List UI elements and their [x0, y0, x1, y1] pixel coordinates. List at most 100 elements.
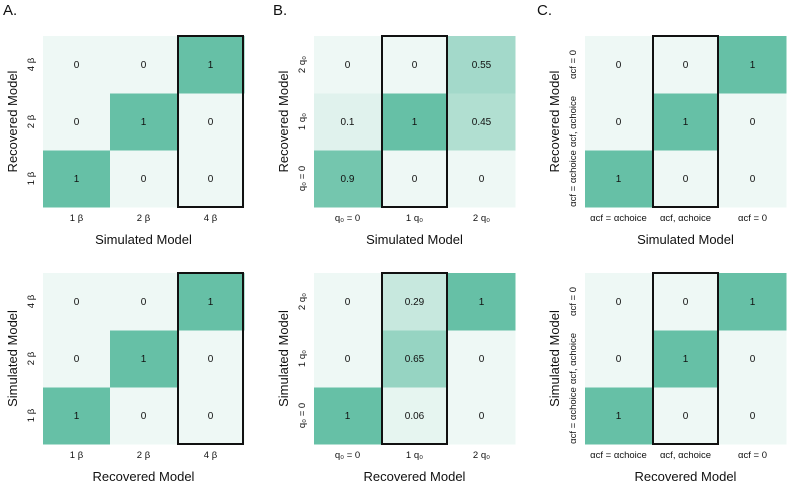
cell-value-label: 0	[683, 174, 689, 185]
cell-value-label: 0	[208, 354, 214, 365]
x-tick-label: 1 q₀	[406, 450, 423, 461]
heatmap-cell	[177, 330, 245, 388]
heatmap-cell	[448, 36, 516, 94]
cell-value-label: 1	[141, 354, 147, 365]
heatmap-cell	[585, 330, 653, 388]
x-tick-label: 4 β	[204, 213, 218, 224]
heatmap-B-bottom: 1 0.06 0 0 0.65 0 0 0.29 1 q₀ = 0 1 q₀ 2 q₀ q₀ = 0 1 …	[276, 272, 516, 484]
panel-letter-c: C.	[537, 2, 552, 19]
heatmap-cell	[585, 36, 653, 94]
highlight-column-box	[381, 35, 448, 208]
heatmap-cell	[585, 273, 653, 331]
cell-value-label: 0.1	[341, 117, 355, 128]
y-tick-label: 2 β	[26, 114, 37, 128]
y-tick-label: αcf, αchoice	[568, 96, 579, 147]
x-tick-label: 2 β	[137, 213, 151, 224]
x-axis-title: Simulated Model	[366, 232, 463, 247]
cell-value-label: 1	[479, 297, 485, 308]
cell-value-label: 0	[345, 297, 351, 308]
x-axis-title: Recovered Model	[364, 469, 466, 484]
heatmap-cell	[652, 330, 720, 388]
cell-value-label: 0	[479, 354, 485, 365]
heatmap-cell	[652, 36, 720, 94]
heatmap-cell	[110, 36, 178, 94]
x-tick-label: 1 β	[70, 450, 84, 461]
heatmap-A-bottom: 1 0 0 0 1 0 0 0 1 1 β 2 β 4 β 1 β 2 β 4 β Recovered Mod…	[5, 272, 245, 484]
heatmap-cell	[43, 273, 111, 331]
heatmap-B-top: 0.9 0 0 0.1 1 0.45 0 0 0.55 q₀ = 0 1 q₀ 2 q₀ q₀ = 0 1…	[276, 35, 516, 247]
cell-value-label: 1	[750, 297, 756, 308]
heatmap-cell	[381, 273, 449, 331]
heatmap-cell	[314, 330, 382, 388]
cell-value-label: 0	[479, 411, 485, 422]
x-tick-label: αcf = 0	[738, 450, 767, 461]
cell-value-label: 0	[74, 117, 80, 128]
cell-value-label: 0	[479, 174, 485, 185]
heatmap-cell	[448, 387, 516, 445]
y-axis-title: Recovered Model	[547, 70, 562, 172]
x-axis-title: Recovered Model	[93, 469, 195, 484]
x-tick-label: αcf = 0	[738, 213, 767, 224]
y-tick-label: 1 β	[26, 408, 37, 422]
cell-value-label: 0	[345, 354, 351, 365]
cell-value-label: 0	[616, 297, 622, 308]
heatmap-cell	[719, 93, 787, 151]
cell-value-label: 0	[683, 60, 689, 71]
heatmap-cell	[381, 330, 449, 388]
x-tick-label: αcf, αchoice	[660, 450, 711, 461]
heatmap-cell	[110, 273, 178, 331]
heatmap-cell	[719, 387, 787, 445]
cell-value-label: 0	[141, 297, 147, 308]
cell-value-label: 1	[74, 411, 80, 422]
heatmap-cell	[719, 36, 787, 94]
cell-value-label: 1	[683, 354, 689, 365]
heatmap-C-bottom: 1 0 0 0 1 0 0 0 1 αcf = αchoice αcf, αchoice αcf = …	[547, 272, 787, 484]
heatmap-cell	[177, 273, 245, 331]
x-tick-label: q₀ = 0	[335, 450, 360, 461]
x-tick-label: 1 β	[70, 213, 84, 224]
cell-value-label: 0	[141, 60, 147, 71]
highlight-column-box	[177, 272, 244, 445]
y-axis-title: Simulated Model	[547, 310, 562, 407]
cell-value-label: 1	[412, 117, 418, 128]
cell-value-label: 0	[141, 411, 147, 422]
x-tick-label: 2 q₀	[473, 213, 490, 224]
panel-letter-b: B.	[273, 2, 287, 19]
x-tick-label: αcf, αchoice	[660, 213, 711, 224]
y-tick-label: 2 q₀	[297, 56, 308, 73]
cell-value-label: 0	[208, 411, 214, 422]
heatmap-cell	[585, 93, 653, 151]
cell-value-label: 0	[683, 297, 689, 308]
y-tick-label: 2 q₀	[297, 293, 308, 310]
cell-value-label: 0	[208, 117, 214, 128]
cell-value-label: 0	[683, 411, 689, 422]
heatmap-grid: 1 0 0 0 1 0 0 0 1 1 β 2 β 4 β 1 β 2 β 4 β Simulated Mod…	[5, 35, 787, 484]
cell-value-label: 0	[412, 174, 418, 185]
y-axis-title: Simulated Model	[276, 310, 291, 407]
x-tick-label: αcf = αchoice	[590, 450, 647, 461]
heatmap-cell	[43, 93, 111, 151]
cell-value-label: 0	[412, 60, 418, 71]
heatmap-cell	[719, 150, 787, 208]
heatmap-cell	[381, 387, 449, 445]
highlight-column-box	[177, 35, 244, 208]
heatmap-C-top: 1 0 0 0 1 0 0 0 1 αcf = αchoice αcf, αchoice αcf = …	[547, 35, 787, 247]
y-tick-label: 1 β	[26, 171, 37, 185]
heatmap-cell	[110, 93, 178, 151]
cell-value-label: 0	[74, 297, 80, 308]
heatmap-cell	[448, 93, 516, 151]
heatmap-cell	[177, 150, 245, 208]
heatmap-cell	[314, 150, 382, 208]
heatmap-cell	[43, 36, 111, 94]
y-axis-title: Recovered Model	[5, 70, 20, 172]
x-tick-label: αcf = αchoice	[590, 213, 647, 224]
heatmap-cell	[177, 387, 245, 445]
y-axis-title: Simulated Model	[5, 310, 20, 407]
y-axis-title: Recovered Model	[276, 70, 291, 172]
heatmap-cell	[110, 330, 178, 388]
cell-value-label: 0.29	[405, 297, 425, 308]
y-tick-label: 4 β	[26, 294, 37, 308]
cell-value-label: 1	[345, 411, 351, 422]
x-axis-title: Recovered Model	[635, 469, 737, 484]
